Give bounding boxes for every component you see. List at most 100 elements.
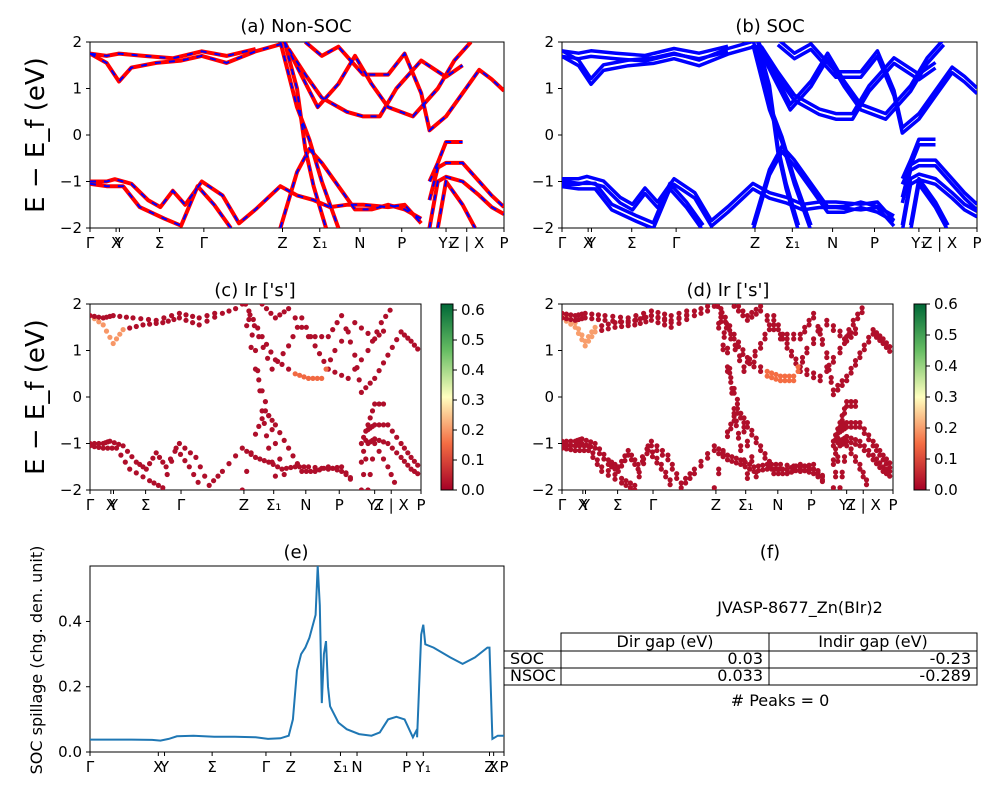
projection-dot: [676, 315, 681, 320]
projection-dot: [92, 444, 97, 449]
projection-dot: [290, 453, 295, 458]
colorbar-tick-label: 0.4: [461, 361, 485, 379]
projection-dot: [833, 446, 838, 451]
projection-dot: [602, 313, 607, 318]
x-tick-label: P: [888, 496, 897, 514]
projection-dot: [304, 325, 309, 330]
projection-dot: [758, 341, 763, 346]
projection-dot: [785, 332, 790, 337]
projection-dot: [282, 438, 287, 443]
projection-dot: [820, 337, 825, 342]
y-tick-label: 2: [544, 33, 554, 51]
projection-dot: [793, 356, 798, 361]
projection-dot: [811, 311, 816, 316]
projection-dot: [383, 314, 388, 319]
projection-dot: [849, 451, 854, 456]
projection-dot: [728, 380, 733, 385]
projection-dot: [368, 381, 373, 386]
projection-dot: [754, 440, 759, 445]
projection-dot: [705, 308, 710, 313]
y-tick-label: −2: [60, 219, 82, 237]
band-line-red: [285, 42, 471, 116]
projection-dot: [385, 422, 390, 427]
projection-dot: [198, 464, 203, 469]
projection-dot: [837, 346, 842, 351]
projection-dot: [837, 485, 842, 490]
x-tick-label: Γ: [177, 496, 186, 514]
projection-dot: [415, 471, 420, 476]
y-tick-label: −2: [532, 481, 554, 499]
projection-dot: [745, 355, 750, 360]
projection-dot: [820, 342, 825, 347]
projection-dot: [405, 450, 410, 455]
projection-dot: [579, 332, 584, 337]
projection-dot: [811, 467, 816, 472]
colorbar-d: [914, 304, 926, 490]
projection-dot: [586, 448, 591, 453]
projection-dot: [590, 450, 595, 455]
projection-dot: [660, 453, 665, 458]
projection-dot: [687, 471, 692, 476]
x-tick-label: Γ: [200, 234, 209, 252]
panel-c-title: (c) Ir ['s']: [214, 280, 295, 301]
projection-dot: [87, 313, 92, 318]
projection-dot: [288, 465, 293, 470]
colorbar-tick-label: 0.4: [934, 357, 958, 375]
projection-dot: [161, 315, 166, 320]
projection-dot: [610, 314, 615, 319]
projection-dot: [134, 324, 139, 329]
projection-dot: [270, 418, 275, 423]
projection-dot: [649, 313, 654, 318]
material-id: JVASP-8677_Zn(BIr)2: [716, 598, 883, 618]
colorbar-tick-label: 0.3: [461, 391, 485, 409]
projection-dot: [866, 432, 871, 437]
y-tick-label: 2: [72, 33, 82, 51]
projection-dot: [716, 325, 721, 330]
projection-dot: [749, 454, 754, 459]
projection-dot: [114, 446, 119, 451]
projection-dot: [596, 317, 601, 322]
projection-dot: [735, 397, 740, 402]
projection-dot: [762, 456, 767, 461]
projection-dot: [147, 322, 152, 327]
projection-dot: [831, 485, 836, 490]
projection-dot: [655, 315, 660, 320]
projection-dot: [390, 345, 395, 350]
panel-e-frame: [90, 566, 504, 752]
projection-dot: [273, 422, 278, 427]
x-tick-label: Γ: [558, 496, 567, 514]
projection-dot: [266, 413, 271, 418]
projection-dot: [606, 468, 611, 473]
projection-dot: [616, 464, 621, 469]
projection-dot: [174, 446, 179, 451]
projection-dot: [328, 357, 333, 362]
projection-dot: [244, 323, 249, 328]
projection-dot: [705, 304, 710, 309]
projection-dot: [866, 339, 871, 344]
projection-dot: [662, 316, 667, 321]
projection-dot: [721, 343, 726, 348]
projection-dot: [736, 431, 741, 436]
x-tick-label: Σ: [207, 758, 216, 776]
projection-dot: [123, 460, 128, 465]
projection-dot: [831, 323, 836, 328]
projection-dot: [853, 358, 858, 363]
projection-dot: [207, 483, 212, 488]
projection-dot: [762, 336, 767, 341]
projection-dot: [160, 320, 165, 325]
projection-dot: [732, 414, 737, 419]
projection-dot: [121, 443, 126, 448]
projection-dot: [844, 378, 849, 383]
projection-dot: [246, 308, 251, 313]
y-tick-label: 0: [544, 388, 554, 406]
projection-dot: [745, 476, 750, 481]
projection-dot: [233, 306, 238, 311]
x-tick-label: Σ₁: [785, 234, 801, 252]
projection-dot: [753, 349, 758, 354]
projection-dot: [749, 428, 754, 433]
colorbar-tick-label: 0.3: [934, 388, 958, 406]
projection-dot: [251, 317, 256, 322]
projection-dot: [741, 415, 746, 420]
panel-a-title: (a) Non-SOC: [240, 16, 351, 37]
projection-dot: [754, 436, 759, 441]
